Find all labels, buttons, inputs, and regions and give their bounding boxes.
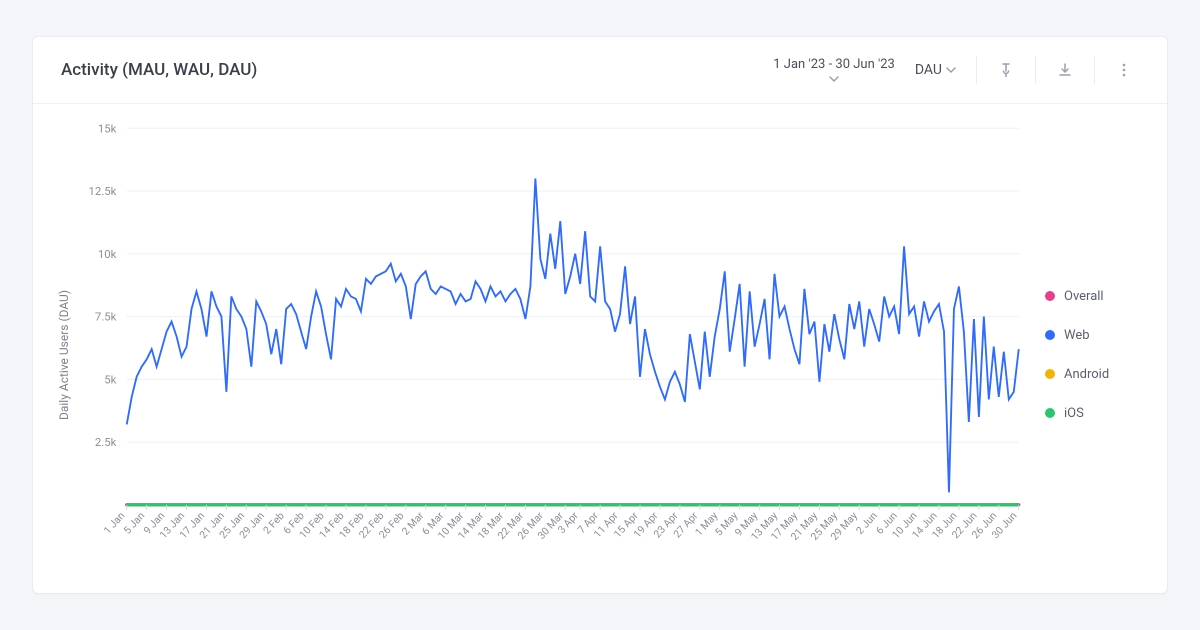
more-button[interactable] [1109,55,1139,85]
card-body: Daily Active Users (DAU) 2.5k 5k 7.5k 10k 12… [33,104,1167,602]
activity-card: Activity (MAU, WAU, DAU) 1 Jan '23 - 30 … [32,36,1168,594]
chart-area: 2.5k5k7.5k10k12.5k15k1 Jan5 Jan9 Jan13 J… [75,122,1027,588]
more-vertical-icon [1116,62,1132,78]
svg-text:5k: 5k [104,372,116,386]
svg-text:15k: 15k [98,122,117,135]
legend-swatch [1045,408,1055,418]
svg-text:12.5k: 12.5k [88,184,116,198]
legend-swatch [1045,330,1055,340]
metric-label: DAU [915,62,942,78]
legend-label: iOS [1064,406,1084,421]
legend-label: Web [1064,328,1090,343]
chart-container: Daily Active Users (DAU) 2.5k 5k 7.5k 10k 12… [53,122,1027,588]
y-axis-label: Daily Active Users (DAU) [57,290,71,420]
legend-item-overall[interactable]: Overall [1045,289,1147,304]
svg-text:2.5k: 2.5k [95,435,117,449]
date-range-label: 1 Jan '23 - 30 Jun '23 [773,57,895,72]
download-icon [1057,62,1073,78]
legend-label: Overall [1064,289,1104,304]
card-title: Activity (MAU, WAU, DAU) [61,60,759,80]
svg-text:2 Feb: 2 Feb [260,509,287,537]
date-range-picker[interactable]: 1 Jan '23 - 30 Jun '23 [773,57,895,84]
svg-text:1 Jan: 1 Jan [101,509,128,537]
divider [1094,56,1095,84]
pin-button[interactable] [991,55,1021,85]
divider [976,56,977,84]
y-axis-label-container: Daily Active Users (DAU) [53,122,75,588]
series-web [127,178,1019,492]
svg-text:7.5k: 7.5k [95,310,117,324]
chevron-down-icon [829,74,839,84]
metric-picker[interactable]: DAU [909,62,962,78]
download-button[interactable] [1050,55,1080,85]
divider [1035,56,1036,84]
legend-item-ios[interactable]: iOS [1045,406,1147,421]
legend: Overall Web Android iOS [1027,122,1147,588]
svg-text:5 Jan: 5 Jan [121,509,148,537]
svg-text:10k: 10k [98,247,117,261]
chevron-down-icon [946,65,956,75]
legend-item-web[interactable]: Web [1045,328,1147,343]
pin-icon [998,62,1014,78]
legend-item-android[interactable]: Android [1045,367,1147,382]
svg-text:2 Jun: 2 Jun [853,509,880,537]
legend-swatch [1045,291,1055,301]
legend-swatch [1045,369,1055,379]
line-chart: 2.5k5k7.5k10k12.5k15k1 Jan5 Jan9 Jan13 J… [75,122,1027,588]
card-header: Activity (MAU, WAU, DAU) 1 Jan '23 - 30 … [33,37,1167,104]
legend-label: Android [1064,367,1109,382]
